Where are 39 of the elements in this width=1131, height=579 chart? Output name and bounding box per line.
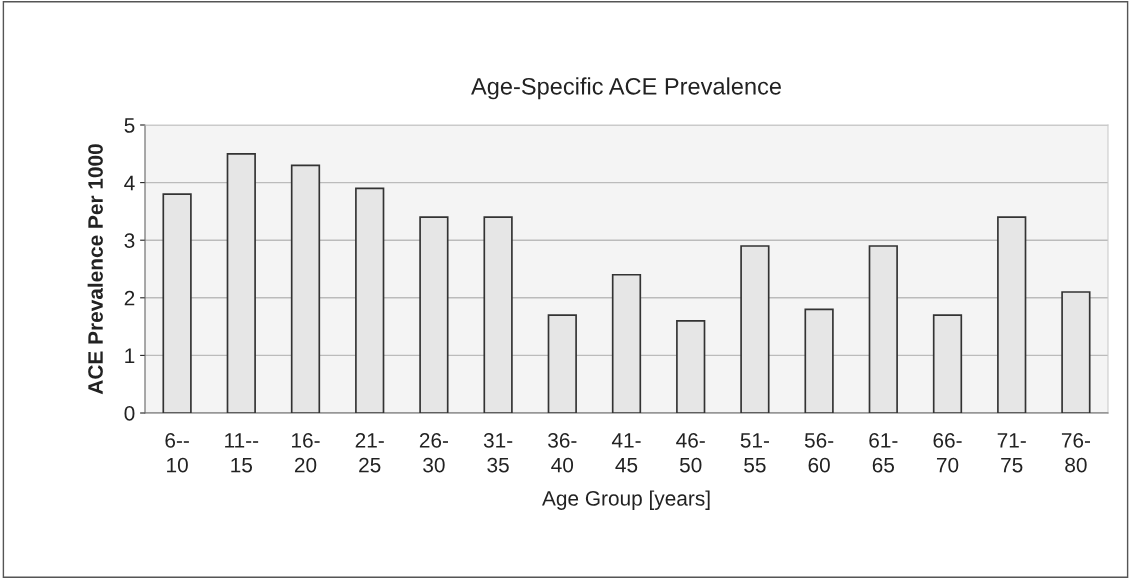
x-tick-label: 66- 70 (933, 432, 962, 473)
x-tick-label: 76- 80 (1061, 432, 1091, 473)
x-tick-label: 11-- 15 (225, 433, 259, 473)
bar (1061, 291, 1091, 413)
x-tick-label: 36- 40 (548, 432, 577, 473)
x-tick-label: 71- 75 (997, 433, 1026, 473)
bar (547, 314, 577, 413)
bar (290, 164, 321, 413)
y-axis-title: ACE Prevalence Per 1000 (87, 144, 103, 395)
bar (997, 216, 1027, 413)
bar (162, 193, 192, 413)
y-tick-label: 2 (124, 290, 135, 306)
bar (226, 152, 256, 413)
bar (868, 245, 898, 413)
y-tick-label: 4 (124, 175, 135, 191)
x-tick-label: 51- 55 (740, 433, 770, 473)
x-tick-label: 46- 50 (676, 432, 705, 473)
bar (740, 245, 770, 413)
bar (676, 320, 706, 413)
bar (355, 187, 385, 413)
x-tick-label: 41- 45 (611, 433, 641, 473)
x-tick-label: 26- 30 (419, 432, 449, 473)
x-tick-label: 61- 65 (869, 432, 898, 473)
x-tick-label: 21- 25 (355, 432, 384, 473)
y-tick-label: 5 (124, 118, 135, 133)
y-tick-label: 0 (124, 406, 135, 421)
x-axis-title: Age Group [years] (542, 490, 710, 510)
y-tick-label: 3 (124, 233, 135, 248)
bar (804, 308, 834, 413)
chart-title: Age-Specific ACE Prevalence (471, 77, 781, 100)
x-tick-label: 6-- 10 (165, 432, 189, 473)
bar (611, 273, 642, 413)
bar (419, 216, 449, 413)
bar (932, 314, 963, 413)
bar (483, 216, 513, 413)
y-tick-label: 1 (125, 348, 135, 363)
x-tick-label: 56- 60 (804, 432, 834, 473)
x-tick-label: 31- 35 (483, 432, 513, 473)
x-tick-label: 16- 20 (292, 432, 320, 473)
